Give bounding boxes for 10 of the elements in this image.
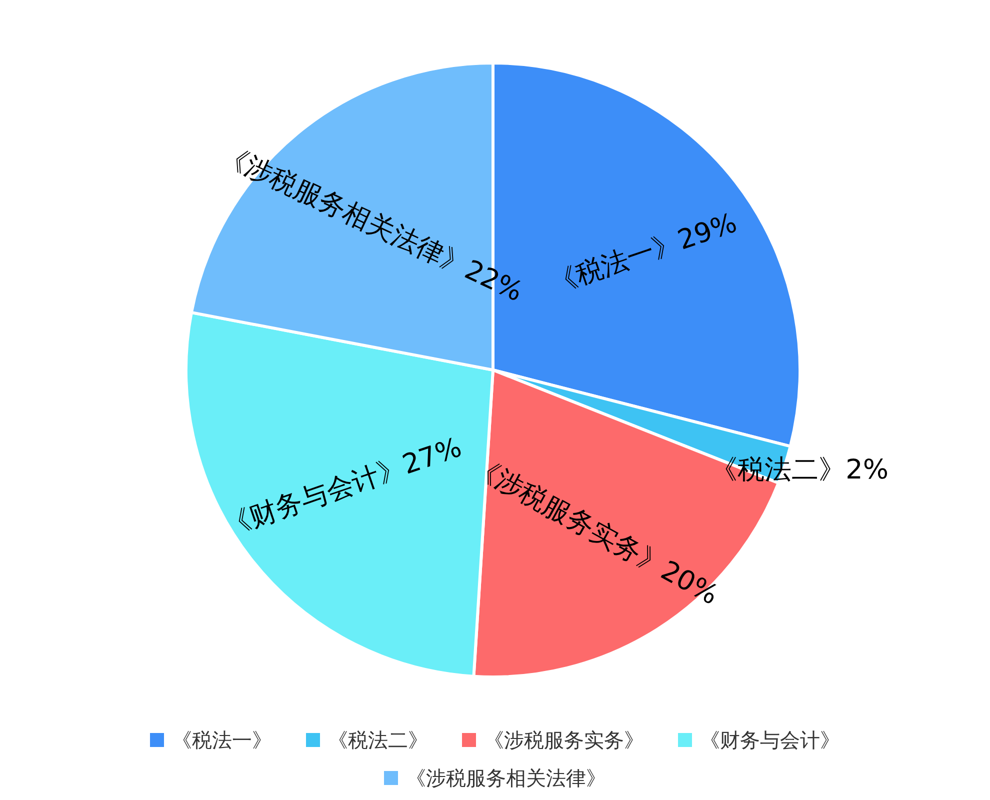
legend-label: 《涉税服务实务》 (484, 728, 644, 752)
data-label: 20% (656, 554, 724, 611)
data-label: 27% (398, 432, 466, 480)
legend-label: 《税法二》 (328, 728, 428, 752)
legend-label: 《税法一》 (172, 728, 272, 752)
data-label: 29% (674, 207, 741, 256)
legend-label: 《财务与会计》 (700, 728, 840, 752)
legend-label: 《涉税服务相关法律》 (406, 766, 606, 790)
data-label: 2% (846, 454, 888, 486)
data-label: 22% (460, 254, 528, 308)
